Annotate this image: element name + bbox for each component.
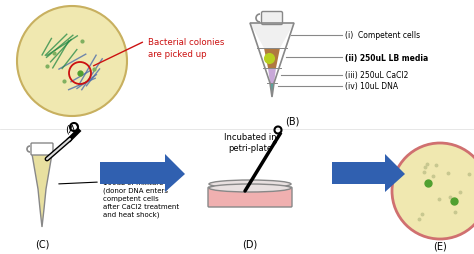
Text: Incubated in
petri-plate: Incubated in petri-plate	[224, 133, 276, 152]
Circle shape	[17, 7, 127, 117]
FancyBboxPatch shape	[262, 12, 283, 25]
Polygon shape	[268, 69, 276, 84]
Text: (i)  Competent cells: (i) Competent cells	[345, 31, 420, 40]
FancyBboxPatch shape	[208, 187, 292, 207]
Text: (D): (D)	[242, 239, 258, 249]
FancyBboxPatch shape	[31, 144, 53, 155]
Text: (B): (B)	[285, 117, 299, 126]
Polygon shape	[332, 154, 405, 192]
Ellipse shape	[209, 184, 291, 192]
Text: (C): (C)	[35, 239, 49, 249]
Text: (iv) 10uL DNA: (iv) 10uL DNA	[345, 82, 398, 91]
Circle shape	[392, 144, 474, 239]
Polygon shape	[270, 84, 274, 98]
Text: (E): (E)	[433, 241, 447, 251]
Polygon shape	[100, 154, 185, 192]
Text: Bacterial colonies
are picked up: Bacterial colonies are picked up	[148, 38, 224, 59]
Polygon shape	[264, 49, 280, 69]
Text: (A): (A)	[65, 124, 79, 134]
Text: (ii) 250uL LB media: (ii) 250uL LB media	[345, 53, 428, 62]
Polygon shape	[32, 154, 52, 227]
Polygon shape	[250, 24, 294, 49]
Text: 100uL of mixture
(donor DNA enters
competent cells
after CaCl2 treatment
and hea: 100uL of mixture (donor DNA enters compe…	[103, 179, 179, 217]
Ellipse shape	[209, 180, 291, 188]
Text: (iii) 250uL CaCl2: (iii) 250uL CaCl2	[345, 71, 409, 80]
